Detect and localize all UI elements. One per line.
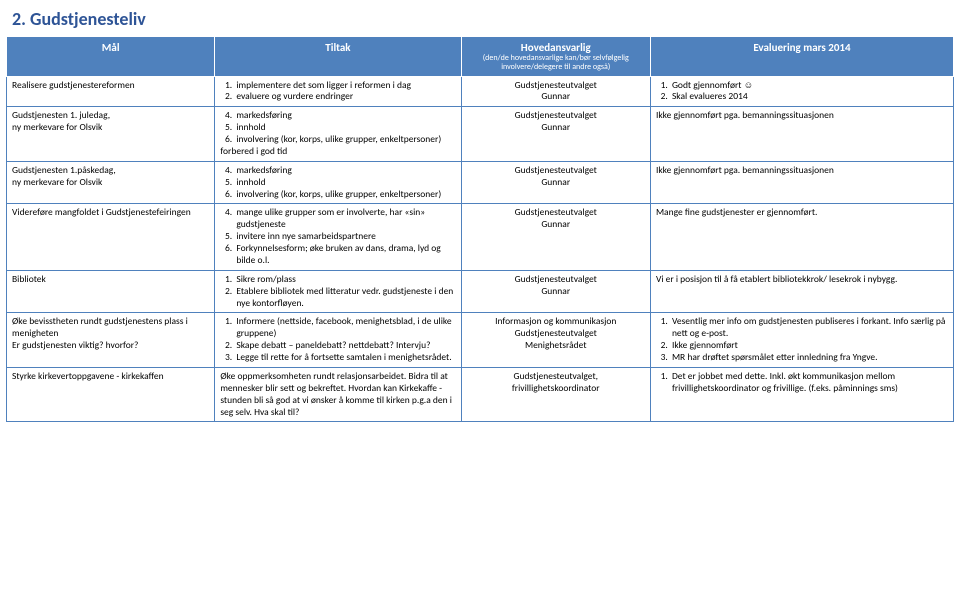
col-header-mal: Mål: [7, 37, 215, 77]
cell-eval: Mange fine gudstjenester er gjennomført.: [650, 204, 953, 270]
cell-tiltak: mange ulike grupper som er involverte, h…: [215, 204, 461, 270]
cell-eval: Vesentlig mer info om gudstjenesten publ…: [650, 313, 953, 368]
table-row: BibliotekSikre rom/plassEtablere bibliot…: [7, 270, 954, 313]
table-row: Realisere gudstjenestereformenimplemente…: [7, 76, 954, 107]
tiltak-item: innhold: [234, 177, 455, 189]
cell-mal: Videreføre mangfoldet i Gudstjenestefeir…: [7, 204, 215, 270]
cell-hoved: Gudstjenesteutvalget Gunnar: [461, 76, 650, 107]
col-header-hoved-sub: (den/de hovedansvarlige kan/bør selvfølg…: [468, 54, 644, 72]
cell-eval: Vi er i posisjon til å få etablert bibli…: [650, 270, 953, 313]
eval-item: Vesentlig mer info om gudstjenesten publ…: [670, 316, 948, 340]
tiltak-item: markedsføring: [234, 165, 455, 177]
cell-tiltak: implementere det som ligger i reformen i…: [215, 76, 461, 107]
cell-eval: Godt gjennomført ☺Skal evalueres 2014: [650, 76, 953, 107]
cell-mal: Øke bevisstheten rundt gudstjenestens pl…: [7, 313, 215, 368]
tiltak-item: Etablere bibliotek med litteratur vedr. …: [234, 286, 455, 310]
table-row: Gudstjenesten 1.påskedag, ny merkevare f…: [7, 161, 954, 204]
tiltak-after: forbered i god tid: [220, 146, 455, 158]
cell-tiltak: markedsføringinnholdinvolvering (kor, ko…: [215, 161, 461, 204]
tiltak-item: Legge til rette for å fortsette samtalen…: [234, 352, 455, 364]
cell-eval: Ikke gjennomført pga. bemanningssituasjo…: [650, 107, 953, 162]
col-header-eval: Evaluering mars 2014: [650, 37, 953, 77]
cell-mal: Gudstjenesten 1. juledag, ny merkevare f…: [7, 107, 215, 162]
tiltak-item: markedsføring: [234, 110, 455, 122]
plan-table: Mål Tiltak Hovedansvarlig (den/de hoveda…: [6, 36, 954, 422]
cell-eval: Det er jobbet med dette. Inkl. økt kommu…: [650, 367, 953, 422]
cell-mal: Styrke kirkevertoppgavene - kirkekaffen: [7, 367, 215, 422]
table-row: Øke bevisstheten rundt gudstjenestens pl…: [7, 313, 954, 368]
cell-eval: Ikke gjennomført pga. bemanningssituasjo…: [650, 161, 953, 204]
eval-item: Skal evalueres 2014: [670, 91, 948, 103]
eval-item: MR har drøftet spørsmålet etter innledni…: [670, 352, 948, 364]
cell-hoved: Gudstjenesteutvalget Gunnar: [461, 107, 650, 162]
col-header-tiltak: Tiltak: [215, 37, 461, 77]
tiltak-item: evaluere og vurdere endringer: [234, 91, 455, 103]
cell-tiltak: markedsføringinnholdinvolvering (kor, ko…: [215, 107, 461, 162]
table-row: Styrke kirkevertoppgavene - kirkekaffenØ…: [7, 367, 954, 422]
cell-tiltak: Informere (nettside, facebook, menighets…: [215, 313, 461, 368]
tiltak-item: mange ulike grupper som er involverte, h…: [234, 207, 455, 231]
cell-hoved: Informasjon og kommunikasjon Gudstjenest…: [461, 313, 650, 368]
cell-mal: Bibliotek: [7, 270, 215, 313]
cell-hoved: Gudstjenesteutvalget Gunnar: [461, 161, 650, 204]
tiltak-item: Sikre rom/plass: [234, 274, 455, 286]
cell-hoved: Gudstjenesteutvalget Gunnar: [461, 270, 650, 313]
tiltak-item: Forkynnelsesform; øke bruken av dans, dr…: [234, 243, 455, 267]
cell-hoved: Gudstjenesteutvalget, frivillighetskoord…: [461, 367, 650, 422]
tiltak-item: Informere (nettside, facebook, menighets…: [234, 316, 455, 340]
tiltak-item: involvering (kor, korps, ulike grupper, …: [234, 189, 455, 201]
cell-tiltak: Sikre rom/plassEtablere bibliotek med li…: [215, 270, 461, 313]
cell-mal: Gudstjenesten 1.påskedag, ny merkevare f…: [7, 161, 215, 204]
section-heading: 2. Gudstjenesteliv: [0, 0, 960, 36]
table-header-row: Mål Tiltak Hovedansvarlig (den/de hoveda…: [7, 37, 954, 77]
table-row: Videreføre mangfoldet i Gudstjenestefeir…: [7, 204, 954, 270]
col-header-hoved: Hovedansvarlig (den/de hovedansvarlige k…: [461, 37, 650, 77]
cell-hoved: Gudstjenesteutvalget Gunnar: [461, 204, 650, 270]
eval-item: Det er jobbet med dette. Inkl. økt kommu…: [670, 371, 948, 395]
cell-mal: Realisere gudstjenestereformen: [7, 76, 215, 107]
table-row: Gudstjenesten 1. juledag, ny merkevare f…: [7, 107, 954, 162]
cell-tiltak: Øke oppmerksomheten rundt relasjonsarbei…: [215, 367, 461, 422]
